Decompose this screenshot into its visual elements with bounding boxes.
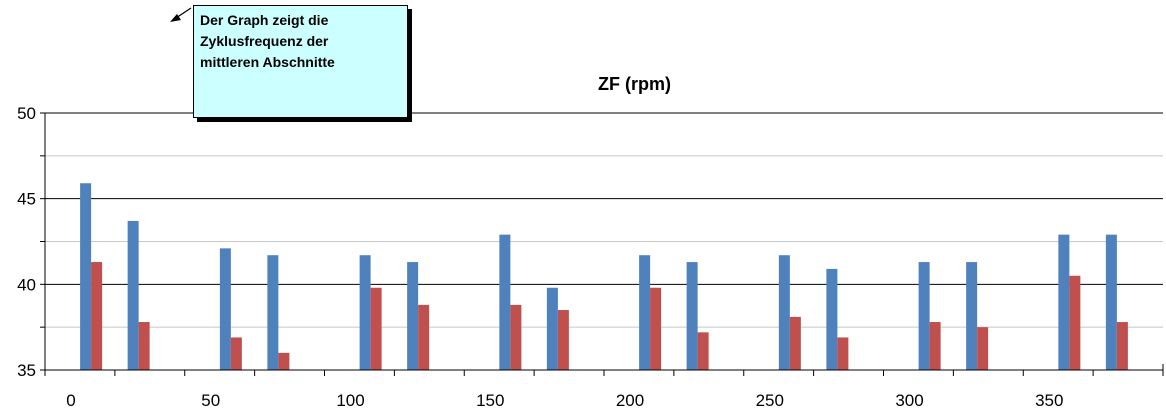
bar-s2-14 [1069, 275, 1081, 370]
bar-s1-7 [546, 287, 558, 370]
x-tick-label: 150 [476, 391, 504, 410]
bar-s1-9 [686, 262, 698, 370]
bar-s1-13 [966, 262, 978, 370]
y-tick-label: 40 [17, 275, 36, 294]
x-tick-label: 250 [756, 391, 784, 410]
bar-s2-2 [230, 337, 242, 370]
y-tick-label: 45 [17, 190, 36, 209]
y-tick-label: 35 [17, 361, 36, 380]
x-tick-label: 100 [336, 391, 364, 410]
bars [80, 183, 1128, 370]
callout-arrow [170, 7, 192, 22]
y-tick-label: 50 [17, 104, 36, 123]
bar-s2-4 [370, 287, 382, 370]
x-tick-label: 0 [66, 391, 75, 410]
bar-s2-8 [650, 287, 662, 370]
x-tick-label: 300 [895, 391, 923, 410]
bar-s2-13 [977, 327, 989, 370]
bar-s2-12 [929, 322, 941, 370]
bar-s1-5 [407, 262, 419, 370]
y-tick-labels: 35 40 45 50 [17, 104, 36, 380]
grid [45, 112, 1163, 328]
axes [40, 112, 1164, 376]
bar-s2-11 [837, 337, 849, 370]
x-tick-label: 50 [201, 391, 220, 410]
bar-s1-8 [639, 255, 651, 370]
bar-s1-2 [219, 248, 231, 370]
bar-s2-10 [789, 316, 801, 370]
x-tick-label: 200 [616, 391, 644, 410]
bar-s1-0 [80, 183, 92, 370]
bar-s1-10 [778, 255, 790, 370]
bar-s2-6 [510, 304, 522, 370]
bar-s2-3 [278, 352, 290, 370]
bar-s1-1 [127, 220, 139, 370]
bar-s1-12 [918, 262, 930, 370]
callout-line-3: mittleren Abschnitte [200, 54, 335, 70]
bar-s2-9 [697, 332, 709, 370]
bar-s1-6 [499, 234, 511, 370]
bar-s2-1 [138, 322, 150, 370]
bar-s1-14 [1058, 234, 1070, 370]
x-tick-label: 350 [1035, 391, 1063, 410]
bar-s2-15 [1116, 322, 1128, 370]
x-tick-labels: 050100150200250300350400 [66, 391, 1063, 410]
bar-s1-15 [1105, 234, 1117, 370]
bar-s1-11 [826, 268, 838, 370]
bar-s1-4 [359, 255, 371, 370]
bar-s2-5 [418, 304, 430, 370]
callout-box: Der Graph zeigt die Zyklusfrequenz der m… [193, 5, 408, 118]
callout-line-2: Zyklusfrequenz der [200, 33, 329, 49]
chart-title: ZF (rpm) [598, 74, 671, 94]
bar-s1-3 [267, 255, 279, 370]
callout-line-1: Der Graph zeigt die [200, 12, 329, 28]
bar-s2-0 [91, 262, 103, 370]
bar-s2-7 [557, 310, 569, 370]
